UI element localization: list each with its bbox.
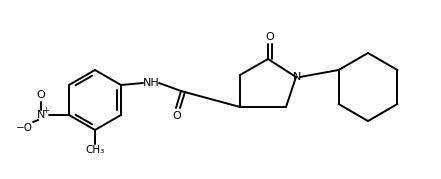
Text: O: O <box>37 90 45 100</box>
Text: CH₃: CH₃ <box>86 145 105 155</box>
Text: O: O <box>265 32 274 42</box>
Text: −O: −O <box>15 123 33 133</box>
Text: O: O <box>172 111 181 121</box>
Text: +: + <box>43 105 49 115</box>
Text: NH: NH <box>142 78 159 88</box>
Text: N: N <box>293 72 301 82</box>
Text: N: N <box>37 110 45 120</box>
